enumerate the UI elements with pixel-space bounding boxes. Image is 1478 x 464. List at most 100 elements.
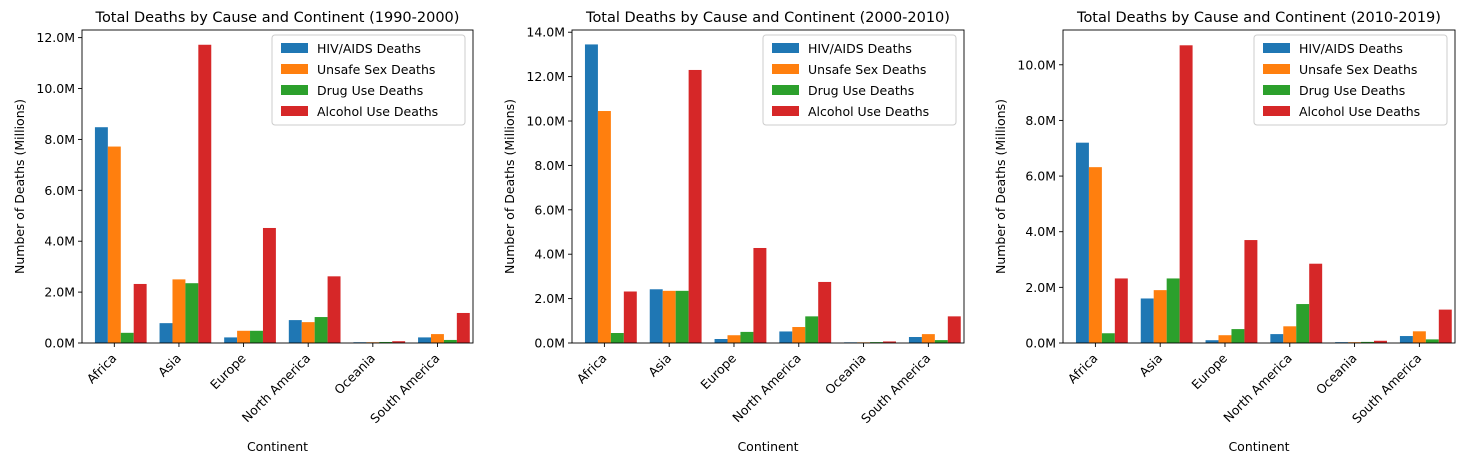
legend-label: Unsafe Sex Deaths [808,62,926,77]
legend-swatch [772,106,799,116]
legend-swatch [772,85,799,95]
bar [818,281,832,343]
bar [1101,333,1115,343]
bar [327,276,341,343]
y-tick-label: 8.0M [44,132,75,147]
y-tick-label: 6.0M [1025,169,1056,184]
x-tick-label: Asia [155,351,184,380]
legend-swatch [772,43,799,53]
bar [714,339,728,343]
bar [688,69,702,344]
x-tick-label: North America [729,351,804,426]
bar [792,327,806,343]
x-tick-label: North America [239,351,314,426]
bar [1114,278,1128,343]
legend-swatch [1263,43,1290,53]
x-tick-label: Oceania [822,351,869,398]
bar [662,290,676,343]
legend-box [271,34,466,126]
y-tick-label: 0.0M [534,336,565,351]
x-tick-label: South America [858,351,934,427]
x-tick-label: Europe [207,350,249,392]
bar [1309,263,1323,343]
y-axis-label: Number of Deaths (Millions) [993,99,1008,274]
legend-label: Alcohol Use Deaths [1299,104,1420,119]
bar [159,323,173,343]
bar [1296,304,1310,343]
bar [883,341,896,343]
y-tick-label: 12.0M [526,69,565,84]
x-tick-label: South America [367,351,443,427]
bar [185,283,199,343]
bar [1140,298,1154,343]
bar [934,340,948,343]
y-tick-label: 4.0M [1025,224,1056,239]
chart-title: Total Deaths by Cause and Continent (199… [95,10,460,26]
y-axis-label: Number of Deaths (Millions) [502,99,517,274]
legend-label: Alcohol Use Deaths [808,104,929,119]
legend-box [762,34,957,126]
x-tick-label: Africa [1065,351,1101,387]
x-tick-label: Asia [1136,351,1165,380]
x-tick-label: Oceania [331,351,378,398]
y-tick-label: 10.0M [1017,57,1056,72]
legend-swatch [281,64,308,74]
y-tick-label: 8.0M [534,158,565,173]
bar [418,337,431,343]
legend-swatch [1263,85,1290,95]
legend-swatch [281,43,308,53]
bar [1270,334,1284,343]
y-tick-label: 0.0M [1025,336,1056,351]
legend-box [1253,34,1448,126]
bar [1438,309,1452,343]
y-tick-label: 6.0M [534,202,565,217]
y-tick-label: 10.0M [526,114,565,129]
bar [1244,240,1258,343]
bar [1179,45,1193,344]
y-tick-label: 8.0M [1025,113,1056,128]
legend-swatch [281,106,308,116]
bar [379,341,393,343]
bar [288,320,302,343]
bar [1399,336,1413,343]
legend-label: HIV/AIDS Deaths [1299,41,1403,56]
x-tick-label: South America [1349,351,1425,427]
y-tick-label: 10.0M [36,81,75,96]
bar [584,44,598,344]
bar [947,316,961,343]
bar [237,330,251,343]
bar [610,333,624,343]
bar [1075,142,1089,343]
legend-label: HIV/AIDS Deaths [317,41,421,56]
bar [1218,335,1232,343]
x-tick-label: Africa [84,351,120,387]
y-tick-label: 0.0M [44,336,75,351]
y-tick-label: 6.0M [44,183,75,198]
legend-swatch [772,64,799,74]
legend-swatch [1263,64,1290,74]
bar [623,291,637,343]
legend-label: Alcohol Use Deaths [317,104,438,119]
x-tick-label: Oceania [1313,351,1360,398]
y-tick-label: 2.0M [44,285,75,300]
bar [753,247,767,343]
bar [1412,331,1426,343]
bar [727,335,741,343]
bar [1361,341,1375,343]
bar [301,322,315,343]
chart-panel-1: 0.0M 2.0M 4.0M 6.0M 8.0M 10.0M 12.0M Africa Asia… [12,10,474,454]
legend-label: Drug Use Deaths [1299,83,1405,98]
bar [740,331,754,343]
bar [198,44,212,343]
legend-label: Drug Use Deaths [808,83,914,98]
legend-label: Unsafe Sex Deaths [1299,62,1417,77]
bar [430,334,444,343]
legend-swatch [1263,106,1290,116]
y-tick-label: 12.0M [36,30,75,45]
bar [921,334,935,343]
legend-swatch [281,85,308,95]
x-tick-label: Europe [697,350,739,392]
x-axis-label: Continent [737,439,798,454]
bar [392,341,406,343]
